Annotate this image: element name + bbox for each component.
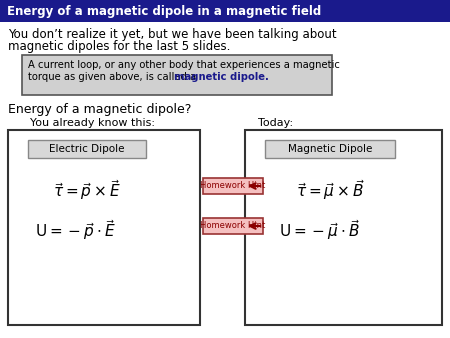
Text: You don’t realize it yet, but we have been talking about: You don’t realize it yet, but we have be… xyxy=(8,28,337,41)
Text: Magnetic Dipole: Magnetic Dipole xyxy=(288,144,372,154)
Bar xyxy=(28,140,146,158)
Text: Energy of a magnetic dipole?: Energy of a magnetic dipole? xyxy=(8,103,191,116)
Text: Electric Dipole: Electric Dipole xyxy=(49,144,125,154)
Text: torque as given above, is called a: torque as given above, is called a xyxy=(28,72,199,82)
Bar xyxy=(22,55,332,95)
Text: magnetic dipole.: magnetic dipole. xyxy=(174,72,269,82)
Bar xyxy=(8,130,200,325)
Text: $\mathrm{U}=-\vec{\mu}\cdot\vec{B}$: $\mathrm{U}=-\vec{\mu}\cdot\vec{B}$ xyxy=(279,218,361,242)
Text: Homework Hint: Homework Hint xyxy=(200,221,266,231)
Text: $\mathrm{U}=-\vec{p}\cdot\vec{E}$: $\mathrm{U}=-\vec{p}\cdot\vec{E}$ xyxy=(35,218,115,242)
Bar xyxy=(245,130,442,325)
Text: Today:: Today: xyxy=(258,118,293,128)
Text: Homework Hint: Homework Hint xyxy=(200,182,266,191)
Bar xyxy=(203,218,263,234)
Text: magnetic dipoles for the last 5 slides.: magnetic dipoles for the last 5 slides. xyxy=(8,40,230,53)
Bar xyxy=(265,140,395,158)
Text: $\vec{\tau}=\vec{\mu}\times\vec{B}$: $\vec{\tau}=\vec{\mu}\times\vec{B}$ xyxy=(296,178,365,202)
Bar xyxy=(0,0,450,22)
Bar xyxy=(203,178,263,194)
Text: Energy of a magnetic dipole in a magnetic field: Energy of a magnetic dipole in a magneti… xyxy=(7,4,321,18)
Text: $\vec{\tau}=\vec{p}\times\vec{E}$: $\vec{\tau}=\vec{p}\times\vec{E}$ xyxy=(53,178,121,202)
Text: You already know this:: You already know this: xyxy=(30,118,155,128)
Text: A current loop, or any other body that experiences a magnetic: A current loop, or any other body that e… xyxy=(28,60,340,70)
